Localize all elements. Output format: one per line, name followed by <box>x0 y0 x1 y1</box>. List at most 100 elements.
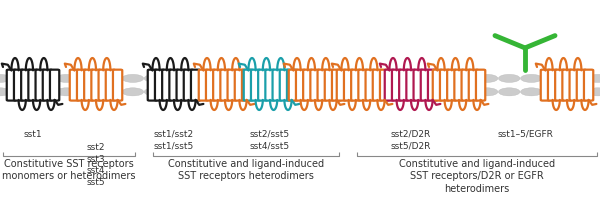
FancyBboxPatch shape <box>440 70 449 101</box>
Circle shape <box>78 74 100 82</box>
FancyBboxPatch shape <box>317 70 327 101</box>
Circle shape <box>34 88 55 96</box>
FancyBboxPatch shape <box>392 70 401 101</box>
Circle shape <box>255 88 277 96</box>
FancyBboxPatch shape <box>332 70 341 101</box>
Circle shape <box>11 74 33 82</box>
Circle shape <box>365 88 387 96</box>
FancyBboxPatch shape <box>265 70 275 101</box>
Circle shape <box>388 88 409 96</box>
FancyBboxPatch shape <box>162 70 172 101</box>
FancyBboxPatch shape <box>454 70 464 101</box>
FancyBboxPatch shape <box>113 70 122 101</box>
Text: Constitutive and ligand-induced
SST receptors/D2R or EGFR
heterodimers: Constitutive and ligand-induced SST rece… <box>399 159 555 194</box>
FancyBboxPatch shape <box>289 70 298 101</box>
FancyBboxPatch shape <box>213 70 223 101</box>
FancyBboxPatch shape <box>35 70 45 101</box>
FancyBboxPatch shape <box>337 70 346 101</box>
Circle shape <box>499 74 520 82</box>
Circle shape <box>144 74 166 82</box>
Circle shape <box>454 88 476 96</box>
Circle shape <box>100 88 121 96</box>
Text: sst2
sst3
sst4
sst5: sst2 sst3 sst4 sst5 <box>86 143 106 187</box>
FancyBboxPatch shape <box>287 70 296 101</box>
Circle shape <box>166 88 188 96</box>
Circle shape <box>432 88 454 96</box>
FancyBboxPatch shape <box>251 70 260 101</box>
Circle shape <box>122 88 143 96</box>
FancyBboxPatch shape <box>70 70 79 101</box>
Circle shape <box>78 88 100 96</box>
Circle shape <box>365 74 387 82</box>
Circle shape <box>34 74 55 82</box>
Circle shape <box>454 74 476 82</box>
FancyBboxPatch shape <box>433 70 442 101</box>
Circle shape <box>388 74 409 82</box>
FancyBboxPatch shape <box>84 70 94 101</box>
Circle shape <box>499 88 520 96</box>
FancyBboxPatch shape <box>227 70 237 101</box>
Text: sst1/sst2
sst1/sst5: sst1/sst2 sst1/sst5 <box>154 130 194 150</box>
Circle shape <box>432 74 454 82</box>
FancyBboxPatch shape <box>469 70 478 101</box>
FancyBboxPatch shape <box>358 70 368 101</box>
FancyBboxPatch shape <box>461 70 471 101</box>
FancyBboxPatch shape <box>191 70 200 101</box>
FancyBboxPatch shape <box>325 70 334 101</box>
Circle shape <box>188 88 210 96</box>
Text: sst2/sst5
sst4/sst5: sst2/sst5 sst4/sst5 <box>250 130 290 150</box>
Circle shape <box>343 88 365 96</box>
Circle shape <box>542 88 564 96</box>
FancyBboxPatch shape <box>569 70 579 101</box>
FancyBboxPatch shape <box>399 70 409 101</box>
FancyBboxPatch shape <box>428 70 437 101</box>
FancyBboxPatch shape <box>541 70 550 101</box>
Circle shape <box>521 74 542 82</box>
FancyBboxPatch shape <box>280 70 289 101</box>
FancyBboxPatch shape <box>310 70 320 101</box>
FancyBboxPatch shape <box>421 70 430 101</box>
FancyBboxPatch shape <box>199 70 208 101</box>
Circle shape <box>11 88 33 96</box>
FancyBboxPatch shape <box>344 70 353 101</box>
FancyBboxPatch shape <box>169 70 179 101</box>
FancyBboxPatch shape <box>385 70 394 101</box>
FancyBboxPatch shape <box>50 70 59 101</box>
Circle shape <box>233 88 254 96</box>
FancyBboxPatch shape <box>303 70 313 101</box>
FancyBboxPatch shape <box>373 70 382 101</box>
FancyBboxPatch shape <box>258 70 268 101</box>
Circle shape <box>166 74 188 82</box>
Text: sst2/D2R
sst5/D2R: sst2/D2R sst5/D2R <box>391 130 431 150</box>
FancyBboxPatch shape <box>244 70 253 101</box>
Circle shape <box>277 74 299 82</box>
Circle shape <box>587 74 600 82</box>
FancyBboxPatch shape <box>272 70 282 101</box>
FancyBboxPatch shape <box>176 70 186 101</box>
Text: sst1: sst1 <box>23 130 43 139</box>
Circle shape <box>410 74 431 82</box>
FancyBboxPatch shape <box>77 70 86 101</box>
FancyBboxPatch shape <box>413 70 423 101</box>
FancyBboxPatch shape <box>206 70 215 101</box>
FancyBboxPatch shape <box>555 70 565 101</box>
Circle shape <box>521 88 542 96</box>
FancyBboxPatch shape <box>562 70 572 101</box>
FancyBboxPatch shape <box>14 70 23 101</box>
FancyBboxPatch shape <box>91 70 101 101</box>
Text: Constitutive and ligand-induced
SST receptors heterodimers: Constitutive and ligand-induced SST rece… <box>168 159 324 181</box>
FancyBboxPatch shape <box>220 70 230 101</box>
Circle shape <box>56 88 77 96</box>
Circle shape <box>255 74 277 82</box>
Circle shape <box>56 74 77 82</box>
Circle shape <box>587 88 600 96</box>
Circle shape <box>410 88 431 96</box>
FancyBboxPatch shape <box>43 70 52 101</box>
Circle shape <box>144 88 166 96</box>
FancyBboxPatch shape <box>28 70 38 101</box>
FancyBboxPatch shape <box>584 70 593 101</box>
Circle shape <box>565 74 586 82</box>
Circle shape <box>565 88 586 96</box>
Text: sst1–5/EGFR: sst1–5/EGFR <box>497 130 553 139</box>
Circle shape <box>476 88 498 96</box>
